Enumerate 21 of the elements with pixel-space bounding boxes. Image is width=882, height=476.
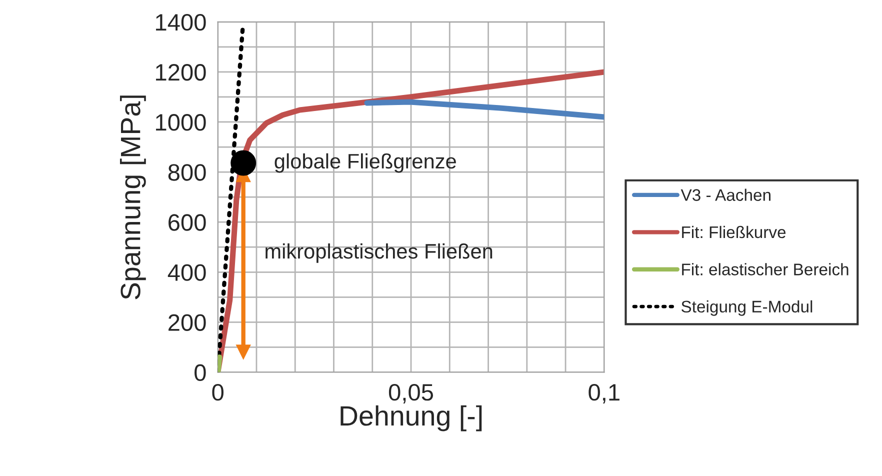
y-tick-label: 1000: [156, 114, 206, 131]
point: [236, 344, 251, 360]
legend-label: Fit: Fließkurve: [682, 226, 786, 238]
annotation: mikroplastisches Fließen: [266, 243, 492, 263]
y-tick-label: 800: [168, 164, 206, 181]
legend-label: V3 - Aachen: [680, 188, 770, 201]
x-axis-title: Dehnung [-]: [340, 405, 482, 432]
legend-label: Fit: elastischer Bereich: [682, 263, 848, 276]
y-tick-label: 200: [168, 314, 206, 331]
annotation: globale Fließgrenze: [274, 153, 456, 173]
y-tick-label: 1400: [156, 14, 206, 31]
y-axis-title: Spannung [MPa]: [120, 96, 146, 300]
y-tick-label: 400: [168, 264, 206, 281]
point: [230, 150, 256, 176]
y-tick-label: 0: [194, 364, 206, 382]
x-tick-label: 0,1: [588, 384, 620, 404]
y-tick-label: 1200: [156, 64, 206, 81]
x-tick-label: 0: [212, 384, 224, 401]
x-tick-label: 0,05: [388, 384, 433, 404]
legend-label: Steigung E-Modul: [681, 300, 812, 316]
y-tick-label: 600: [168, 214, 206, 231]
